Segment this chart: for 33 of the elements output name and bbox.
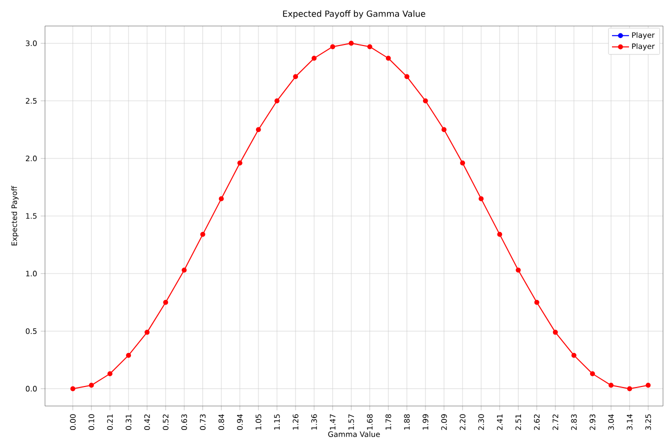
- point: [627, 386, 632, 392]
- point: [367, 44, 372, 50]
- point: [348, 40, 354, 46]
- point: [422, 98, 428, 104]
- point: [163, 300, 168, 305]
- point: [256, 127, 261, 132]
- point: [218, 196, 224, 202]
- point: [404, 74, 410, 80]
- point: [88, 382, 94, 388]
- point: [70, 386, 76, 392]
- point: [460, 160, 466, 166]
- point: [182, 268, 187, 273]
- point: [571, 352, 576, 358]
- point: [608, 382, 614, 388]
- point: [274, 98, 280, 104]
- point: [126, 352, 132, 358]
- point: [107, 371, 112, 376]
- point: [330, 44, 336, 50]
- point: [516, 268, 521, 273]
- point: [552, 330, 558, 335]
- point: [386, 56, 391, 61]
- point: [534, 300, 540, 305]
- point: [200, 232, 206, 237]
- point: [237, 160, 242, 166]
- point: [144, 330, 150, 335]
- point: [478, 196, 484, 202]
- point: [442, 127, 447, 132]
- point: [312, 56, 317, 61]
- chart-title: Expected Payoff by Gamma Value: [283, 10, 426, 19]
- point: [590, 371, 595, 376]
- point: [646, 382, 651, 388]
- point: [293, 74, 298, 80]
- point: [497, 232, 502, 237]
